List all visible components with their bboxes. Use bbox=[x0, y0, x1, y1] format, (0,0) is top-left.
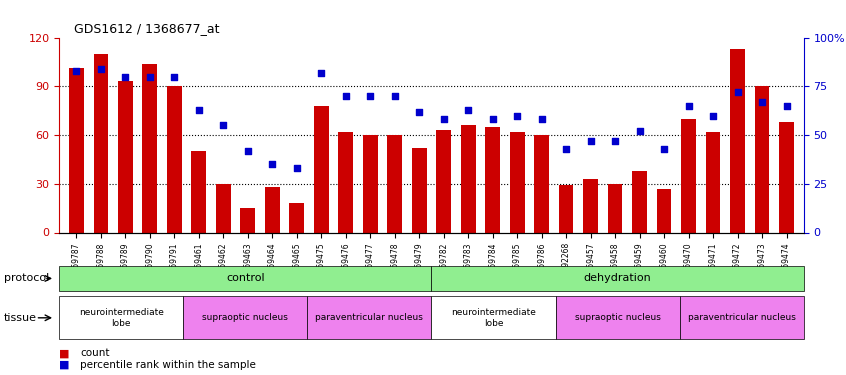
Point bbox=[461, 106, 475, 112]
Point bbox=[608, 138, 622, 144]
Bar bbox=[656, 189, 672, 232]
Point bbox=[486, 116, 499, 122]
Bar bbox=[437, 130, 451, 232]
Point bbox=[559, 146, 573, 152]
Point bbox=[143, 74, 157, 80]
Text: paraventricular nucleus: paraventricular nucleus bbox=[316, 314, 423, 322]
Point bbox=[633, 128, 646, 134]
Point bbox=[780, 103, 794, 109]
Bar bbox=[412, 148, 426, 232]
Bar bbox=[461, 125, 475, 232]
Bar bbox=[142, 63, 157, 232]
Point bbox=[290, 165, 304, 171]
Point bbox=[388, 93, 402, 99]
Bar bbox=[583, 179, 598, 232]
Text: ■: ■ bbox=[59, 360, 69, 369]
Point bbox=[69, 68, 83, 74]
Point bbox=[755, 99, 769, 105]
Point bbox=[217, 122, 230, 128]
Bar bbox=[486, 127, 500, 232]
Bar bbox=[730, 49, 745, 232]
Bar bbox=[535, 135, 549, 232]
Text: count: count bbox=[80, 348, 110, 358]
Bar bbox=[314, 106, 328, 232]
Bar bbox=[779, 122, 794, 232]
Bar bbox=[706, 132, 721, 232]
Point bbox=[364, 93, 377, 99]
Bar bbox=[289, 203, 304, 232]
Point bbox=[266, 161, 279, 167]
Bar bbox=[632, 171, 647, 232]
Bar bbox=[118, 81, 133, 232]
Bar bbox=[363, 135, 377, 232]
Text: neurointermediate
lobe: neurointermediate lobe bbox=[79, 308, 163, 327]
Point bbox=[535, 116, 548, 122]
Text: supraoptic nucleus: supraoptic nucleus bbox=[574, 314, 661, 322]
Bar bbox=[69, 68, 84, 232]
Text: neurointermediate
lobe: neurointermediate lobe bbox=[451, 308, 536, 327]
Bar bbox=[387, 135, 402, 232]
Bar bbox=[755, 86, 769, 232]
Bar bbox=[607, 184, 623, 232]
Text: paraventricular nucleus: paraventricular nucleus bbox=[688, 314, 795, 322]
Point bbox=[315, 70, 328, 76]
Point bbox=[192, 106, 206, 112]
Point bbox=[657, 146, 671, 152]
Point bbox=[413, 109, 426, 115]
Bar bbox=[240, 208, 255, 232]
Point bbox=[118, 74, 132, 80]
Point bbox=[510, 112, 524, 118]
Point bbox=[682, 103, 695, 109]
Point bbox=[168, 74, 181, 80]
Bar bbox=[216, 184, 231, 232]
Text: ■: ■ bbox=[59, 348, 69, 358]
Point bbox=[706, 112, 720, 118]
Bar bbox=[559, 185, 574, 232]
Text: GDS1612 / 1368677_at: GDS1612 / 1368677_at bbox=[74, 22, 220, 35]
Point bbox=[241, 148, 255, 154]
Text: dehydration: dehydration bbox=[584, 273, 651, 284]
Bar bbox=[94, 54, 108, 232]
Text: protocol: protocol bbox=[4, 273, 49, 284]
Bar bbox=[338, 132, 353, 232]
Text: control: control bbox=[226, 273, 265, 284]
Text: tissue: tissue bbox=[4, 313, 37, 323]
Point bbox=[339, 93, 353, 99]
Point bbox=[731, 89, 744, 95]
Point bbox=[584, 138, 597, 144]
Point bbox=[94, 66, 107, 72]
Bar bbox=[510, 132, 525, 232]
Text: supraoptic nucleus: supraoptic nucleus bbox=[202, 314, 288, 322]
Bar bbox=[265, 187, 280, 232]
Bar bbox=[191, 151, 206, 232]
Bar bbox=[681, 119, 696, 232]
Text: percentile rank within the sample: percentile rank within the sample bbox=[80, 360, 256, 369]
Bar bbox=[167, 86, 182, 232]
Point bbox=[437, 116, 450, 122]
